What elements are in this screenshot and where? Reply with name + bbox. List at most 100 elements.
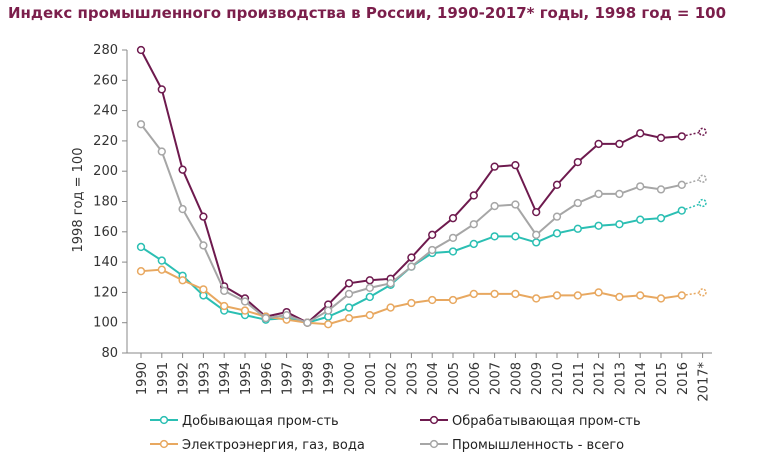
- data-point: [573, 291, 582, 300]
- x-tick-label: 2002: [385, 362, 400, 395]
- data-point: [511, 232, 520, 241]
- series-projection: [681, 131, 703, 138]
- data-point: [677, 206, 686, 215]
- data-point: [178, 165, 187, 174]
- data-point: [677, 132, 686, 141]
- data-point: [511, 289, 520, 299]
- data-point: [469, 239, 478, 249]
- series-line: [140, 49, 682, 324]
- x-ticks: 1990 1991 1992 1993 1994 1995 1996 1997 1998 1999…: [135, 353, 712, 402]
- y-tick-label: 280: [93, 43, 118, 58]
- data-point: [199, 285, 208, 294]
- data-point: [490, 289, 499, 299]
- data-point: [698, 198, 707, 208]
- legend-item: Промышленность - всего: [420, 438, 624, 453]
- legend-label: Обрабатывающая пром-сть: [452, 414, 641, 429]
- x-tick-label: 2016: [676, 362, 691, 395]
- legend-item: Электроэнергия, газ, вода: [150, 438, 365, 453]
- data-point: [552, 291, 562, 300]
- y-tick-label: 260: [93, 73, 118, 88]
- data-point: [157, 256, 166, 265]
- legend: Добывающая пром-сть Обрабатывающая пром-с…: [150, 414, 641, 453]
- data-point: [157, 265, 166, 274]
- data-point: [552, 212, 562, 221]
- data-point: [428, 230, 437, 239]
- data-point: [136, 120, 146, 129]
- chart-title: Индекс промышленного производства в Росс…: [8, 4, 727, 22]
- x-tick-label: 1995: [239, 362, 254, 395]
- x-tick-label: 1992: [177, 362, 192, 395]
- data-point: [428, 245, 437, 255]
- legend-swatch-marker: [159, 415, 169, 425]
- data-point: [282, 310, 291, 320]
- x-tick-label: 1994: [218, 362, 233, 395]
- legend-swatch-marker: [429, 439, 439, 449]
- x-tick-label: 2017*: [697, 362, 712, 402]
- x-tick-label: 2001: [364, 362, 379, 395]
- data-point: [594, 288, 603, 297]
- y-ticks: 80 100 120 140 160 180 200 220 240 260 280: [93, 43, 127, 361]
- data-point: [324, 320, 333, 329]
- series-2: [136, 265, 707, 329]
- y-tick-label: 200: [93, 164, 118, 179]
- x-tick-label: 2000: [343, 362, 358, 395]
- data-point: [428, 295, 437, 305]
- series-3: [136, 120, 707, 327]
- data-point: [532, 238, 541, 247]
- legend-swatch-marker: [159, 439, 169, 449]
- data-point: [303, 318, 312, 327]
- data-point: [344, 303, 354, 312]
- series-1: [136, 45, 707, 327]
- data-point: [490, 201, 499, 211]
- data-point: [136, 267, 146, 276]
- data-point: [407, 253, 416, 262]
- data-point: [220, 301, 229, 311]
- y-tick-label: 120: [93, 285, 118, 300]
- data-point: [511, 160, 520, 170]
- data-point: [615, 189, 624, 199]
- data-point: [365, 276, 374, 285]
- x-tick-label: 2014: [634, 362, 649, 395]
- data-point: [199, 241, 208, 250]
- x-tick-label: 1993: [197, 362, 212, 395]
- data-point: [157, 85, 166, 94]
- x-tick-label: 2013: [613, 362, 628, 395]
- x-tick-label: 1998: [301, 362, 316, 395]
- data-point: [615, 220, 624, 229]
- x-tick-label: 2012: [593, 362, 608, 395]
- y-tick-label: 80: [101, 346, 118, 361]
- data-point: [448, 233, 458, 243]
- x-tick-label: 1991: [156, 362, 171, 395]
- data-point: [636, 215, 645, 224]
- data-point: [594, 221, 603, 230]
- data-point: [178, 276, 187, 285]
- data-point: [365, 292, 374, 302]
- data-point: [220, 286, 229, 296]
- data-point: [469, 220, 478, 229]
- data-point: [677, 180, 686, 189]
- y-tick-label: 180: [93, 195, 118, 210]
- data-point: [386, 303, 395, 312]
- legend-swatch-marker: [429, 415, 439, 425]
- data-point: [532, 230, 541, 239]
- data-point: [344, 314, 354, 323]
- data-point: [344, 289, 354, 299]
- x-tick-label: 1997: [281, 362, 296, 395]
- data-point: [448, 214, 458, 223]
- y-tick-label: 220: [93, 134, 118, 149]
- data-point: [636, 129, 645, 138]
- legend-item: Добывающая пром-сть: [150, 414, 339, 429]
- data-point: [594, 189, 603, 199]
- x-tick-label: 2015: [655, 362, 670, 395]
- data-point: [469, 191, 478, 200]
- data-point: [594, 139, 603, 149]
- data-point: [656, 133, 666, 143]
- x-tick-label: 1999: [322, 362, 337, 395]
- data-point: [407, 298, 416, 308]
- data-point: [407, 262, 416, 271]
- x-tick-label: 2005: [447, 362, 462, 395]
- data-point: [136, 45, 146, 55]
- data-point: [511, 200, 520, 209]
- legend-label: Электроэнергия, газ, вода: [182, 438, 365, 453]
